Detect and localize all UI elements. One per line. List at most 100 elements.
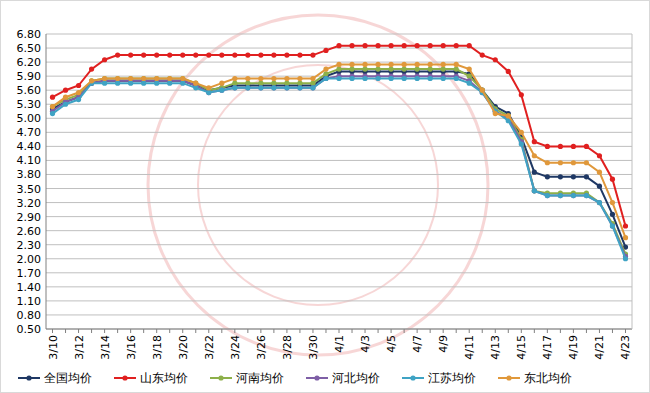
point — [519, 141, 524, 146]
y-tick-label: 1.10 — [17, 295, 42, 308]
x-tick — [560, 329, 561, 333]
point — [180, 76, 185, 81]
point — [415, 76, 420, 81]
point — [402, 76, 407, 81]
legend-label: 河南均价 — [236, 371, 284, 385]
y-tick-label: 5.30 — [17, 98, 42, 111]
point — [388, 76, 393, 81]
grid-line — [46, 188, 632, 189]
point — [258, 52, 263, 57]
point — [89, 67, 94, 72]
point — [336, 43, 341, 48]
background — [1, 1, 650, 393]
plot-area — [50, 43, 628, 261]
point — [89, 78, 94, 83]
legend-marker — [122, 375, 127, 380]
point — [402, 43, 407, 48]
point — [493, 111, 498, 116]
point — [545, 144, 550, 149]
grid-line — [46, 286, 632, 287]
grid-line — [46, 314, 632, 315]
series-line — [53, 64, 626, 237]
x-tick — [104, 329, 105, 333]
x-tick — [286, 329, 287, 333]
legend-marker — [410, 375, 415, 380]
legend-label: 山东均价 — [140, 371, 188, 385]
x-tick-label: 3/20 — [177, 335, 190, 360]
grid-line — [46, 202, 632, 203]
point — [415, 43, 420, 48]
y-tick-label: 0.80 — [17, 309, 42, 322]
point — [480, 88, 485, 93]
point — [154, 76, 159, 81]
point — [571, 193, 576, 198]
x-tick-label: 4/13 — [489, 335, 502, 360]
point — [206, 52, 211, 57]
point — [297, 81, 302, 86]
grid-line — [46, 90, 632, 91]
series-line — [53, 78, 626, 258]
point — [480, 88, 485, 93]
point — [571, 174, 576, 179]
point — [310, 85, 315, 90]
point — [336, 67, 341, 72]
point — [610, 200, 615, 205]
point — [506, 113, 511, 118]
point — [167, 81, 172, 86]
point — [310, 81, 315, 86]
watermark — [148, 15, 488, 355]
series-line — [53, 46, 626, 226]
x-tick-label: 4/9 — [437, 335, 450, 353]
point — [336, 62, 341, 67]
x-tick — [339, 329, 340, 333]
point — [271, 85, 276, 90]
point — [50, 95, 55, 100]
x-tick — [417, 329, 418, 333]
point — [245, 85, 250, 90]
point — [454, 43, 459, 48]
point — [102, 57, 107, 62]
point — [441, 67, 446, 72]
point — [480, 88, 485, 93]
x-tick — [143, 329, 144, 333]
x-tick-label: 3/12 — [73, 335, 86, 360]
legend-label: 河北均价 — [332, 371, 380, 385]
point — [532, 188, 537, 193]
point — [258, 85, 263, 90]
x-tick — [117, 329, 118, 333]
point — [402, 62, 407, 67]
point — [584, 160, 589, 165]
point — [128, 52, 133, 57]
x-tick — [378, 329, 379, 333]
grid-line — [46, 300, 632, 301]
point — [375, 67, 380, 72]
point — [63, 88, 68, 93]
x-tick — [325, 329, 326, 333]
point — [63, 102, 68, 107]
x-tick-label: 4/19 — [567, 335, 580, 360]
point — [467, 81, 472, 86]
point — [219, 88, 224, 93]
point — [532, 170, 537, 175]
y-tick-label: 1.70 — [17, 267, 42, 280]
point — [206, 85, 211, 90]
point — [128, 76, 133, 81]
x-tick — [78, 329, 79, 333]
point — [362, 43, 367, 48]
point — [428, 76, 433, 81]
x-tick — [260, 329, 261, 333]
series-line — [53, 69, 626, 254]
point — [480, 52, 485, 57]
legend-label: 江苏均价 — [428, 371, 476, 385]
grid-line — [46, 244, 632, 245]
point — [323, 71, 328, 76]
point — [167, 76, 172, 81]
x-tick-label: 3/10 — [47, 335, 60, 360]
x-tick — [52, 329, 53, 333]
point — [428, 67, 433, 72]
point — [258, 76, 263, 81]
point — [571, 160, 576, 165]
point — [128, 76, 133, 81]
y-tick-label: 2.90 — [17, 211, 42, 224]
point — [154, 76, 159, 81]
